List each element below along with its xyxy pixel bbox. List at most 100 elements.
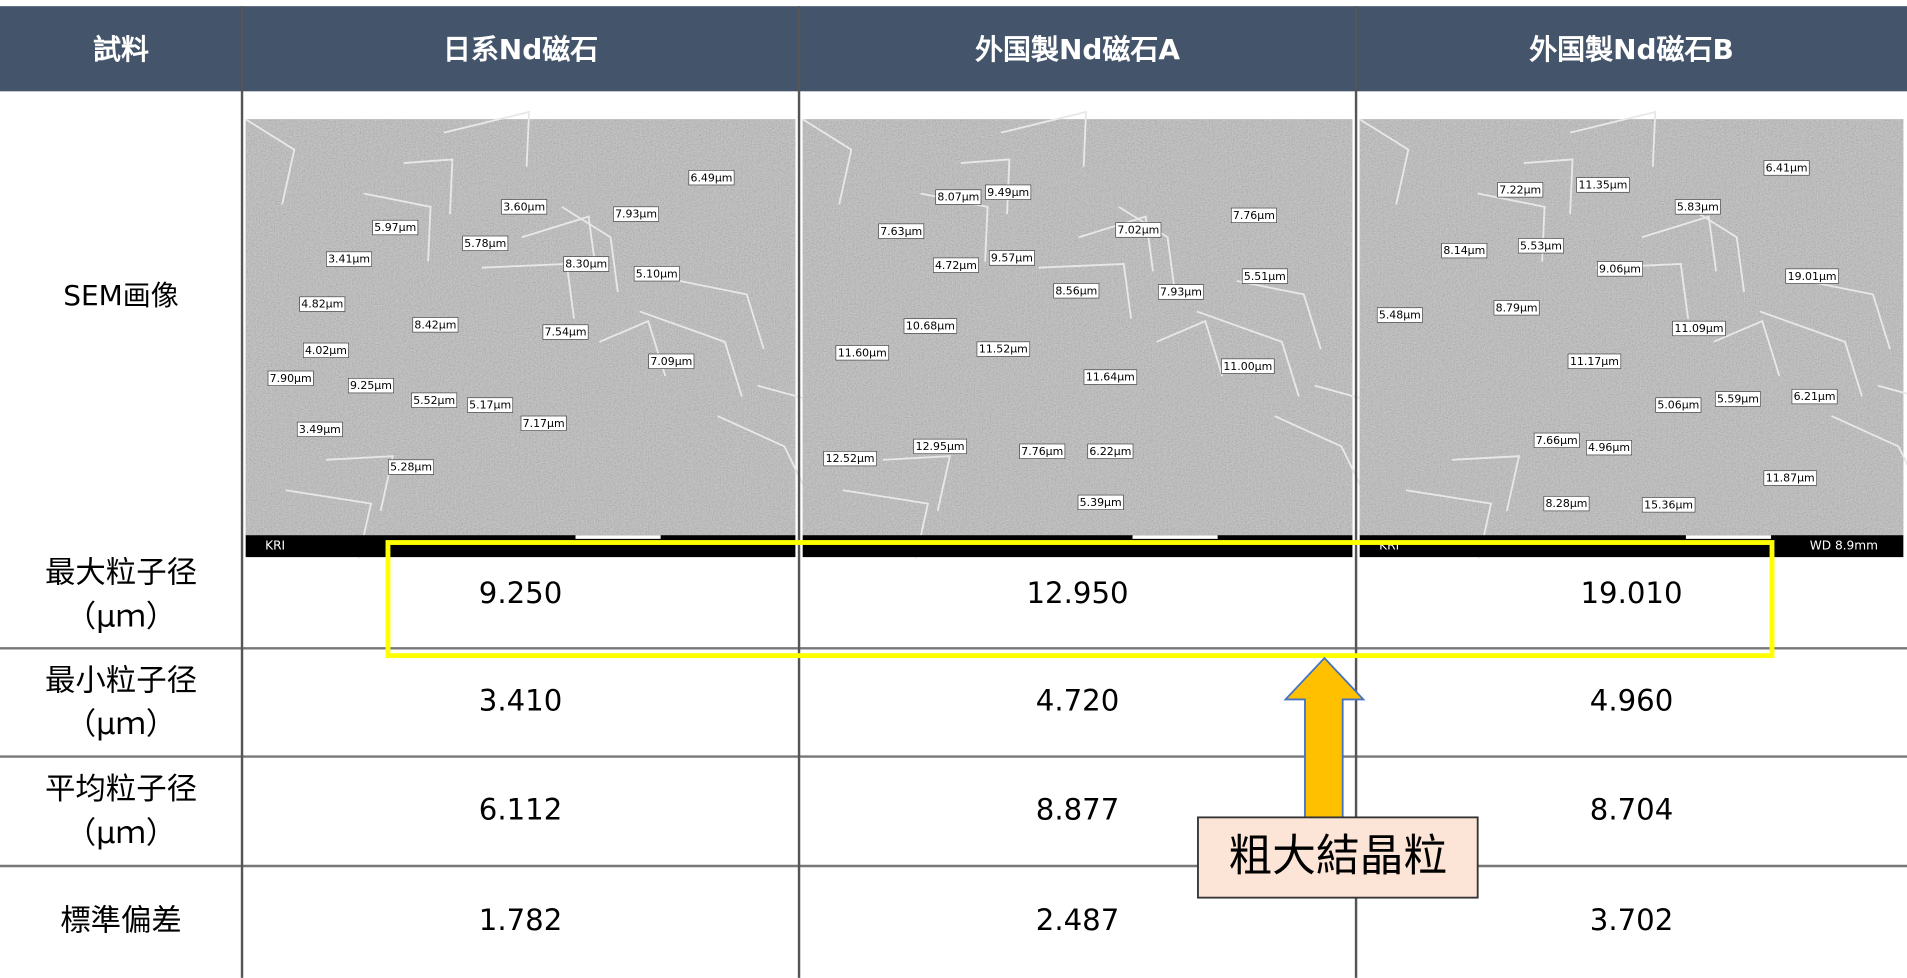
measure-label-bg — [1115, 222, 1162, 238]
measure-label-bg — [520, 415, 567, 431]
measure-label-bg — [462, 235, 509, 251]
measure-label-bg — [913, 438, 967, 455]
measure-label: 8.14μm — [1443, 244, 1485, 257]
grain-boundary — [1687, 206, 1745, 293]
measure-label-bg — [299, 296, 346, 312]
cell-value: 8.704 — [1590, 792, 1674, 826]
measure-label: 7.93μm — [1160, 286, 1202, 299]
measure-label-bg — [1083, 369, 1138, 385]
measure-label: 5.48μm — [1379, 309, 1421, 322]
row-label: （μｍ） — [66, 816, 177, 851]
measure-label: 19.01μm — [1788, 270, 1837, 283]
measure-label: 7.93μm — [615, 208, 657, 221]
measure-label: 4.02μm — [305, 344, 347, 357]
measure-label-bg — [1441, 243, 1488, 259]
measure-label-bg — [1077, 494, 1124, 510]
measure-label-bg — [388, 459, 435, 475]
scale-bar — [575, 535, 661, 539]
row-label: SEM画像 — [63, 279, 179, 312]
measure-label-bg — [1641, 497, 1696, 513]
measure-label: 12.95μm — [916, 440, 965, 453]
grain-boundary — [1196, 310, 1300, 397]
header-bg — [0, 6, 1907, 92]
measure-label: 7.76μm — [1233, 209, 1275, 222]
measure-label: 5.06μm — [1657, 399, 1699, 412]
grain-boundary — [325, 455, 394, 512]
measure-label: 3.41μm — [328, 253, 370, 266]
grain-boundary — [717, 415, 813, 502]
measure-label: 5.83μm — [1677, 200, 1719, 213]
measure-label-bg — [1785, 268, 1839, 284]
measure-label: 7.90μm — [270, 372, 312, 385]
measure-label: 4.82μm — [301, 298, 343, 311]
callout-box — [1197, 816, 1479, 899]
grain-boundary — [1523, 158, 1574, 215]
header-cell: 日系Nd磁石 — [443, 33, 598, 66]
measure-label: 8.07μm — [937, 191, 979, 204]
measure-label: 11.00μm — [1223, 360, 1272, 373]
measure-label: 7.22μm — [1499, 183, 1541, 196]
measure-label-bg — [348, 378, 394, 394]
measure-label-bg — [1655, 397, 1702, 413]
measure-label: 6.21μm — [1794, 390, 1836, 403]
cell-value: 9.250 — [479, 576, 563, 610]
measure-label: 5.59μm — [1717, 393, 1759, 406]
grain-boundary — [1000, 110, 1088, 167]
grain-boundary — [639, 310, 743, 397]
measure-label: 7.09μm — [650, 355, 692, 368]
measure-label: 8.56μm — [1055, 284, 1097, 297]
row-label: 最大粒子径 — [45, 556, 197, 591]
cell-value: 3.410 — [479, 683, 563, 717]
measure-label-bg — [1791, 388, 1838, 405]
measure-label-bg — [1221, 358, 1275, 374]
measure-label: 11.17μm — [1570, 355, 1619, 368]
measure-label-bg — [835, 345, 889, 361]
measure-label-bg — [1543, 495, 1590, 512]
grain-boundary — [1236, 280, 1322, 350]
measure-label-bg — [1674, 199, 1721, 215]
measure-label-bg — [903, 318, 958, 334]
measure-label: 5.51μm — [1244, 270, 1286, 283]
row-label: （μｍ） — [66, 599, 177, 634]
measure-label: 7.54μm — [545, 326, 587, 339]
measure-label: 11.60μm — [838, 346, 887, 359]
measure-label: 9.57μm — [991, 252, 1033, 265]
grain-boundary — [1759, 310, 1863, 397]
grain-boundary — [1713, 319, 1781, 377]
measure-label: 7.17μm — [523, 417, 565, 430]
measure-label-bg — [688, 170, 735, 186]
measure-label: 7.66μm — [1536, 434, 1578, 447]
grain-boundary — [1118, 206, 1176, 293]
measure-label-bg — [613, 206, 659, 222]
callout-text: 粗大結晶粒 — [1228, 831, 1447, 882]
measure-label-bg — [823, 450, 877, 467]
grain-boundary — [1078, 215, 1154, 272]
measure-label: 5.10μm — [636, 267, 678, 280]
measure-label-bg — [1567, 353, 1622, 369]
sem-bar-text: KRI — [265, 539, 285, 553]
measure-label-bg — [1019, 443, 1066, 459]
cell-value: 4.960 — [1590, 683, 1674, 717]
measure-label: 3.60μm — [503, 200, 545, 213]
measure-label: 10.68μm — [906, 320, 955, 333]
measure-label-bg — [976, 341, 1031, 357]
measure-label-bg — [988, 250, 1035, 266]
measure-label-bg — [985, 184, 1032, 200]
grain-boundary — [1156, 319, 1224, 377]
measure-label: 9.06μm — [1599, 262, 1641, 275]
cell-value: 19.010 — [1580, 576, 1682, 610]
measure-label: 7.76μm — [1021, 445, 1063, 458]
measure-label: 9.25μm — [350, 379, 392, 392]
cell-value: 3.702 — [1590, 903, 1674, 937]
header-cell: 外国製Nd磁石A — [975, 33, 1180, 66]
header-cell: 試料 — [93, 33, 149, 66]
row-label: （μｍ） — [66, 707, 177, 742]
measure-label-bg — [563, 256, 610, 272]
grain-boundary — [1877, 384, 1907, 395]
sem-image: 11.35μm 6.41μm 7.22μm 5.83μm 8.14μm 5.53μm 9.0… — [1359, 110, 1907, 559]
measure-label: 8.28μm — [1545, 497, 1587, 510]
measure-label: 6.22μm — [1089, 445, 1131, 458]
header-cell: 外国製Nd磁石B — [1529, 33, 1734, 66]
measure-label-bg — [933, 257, 979, 273]
